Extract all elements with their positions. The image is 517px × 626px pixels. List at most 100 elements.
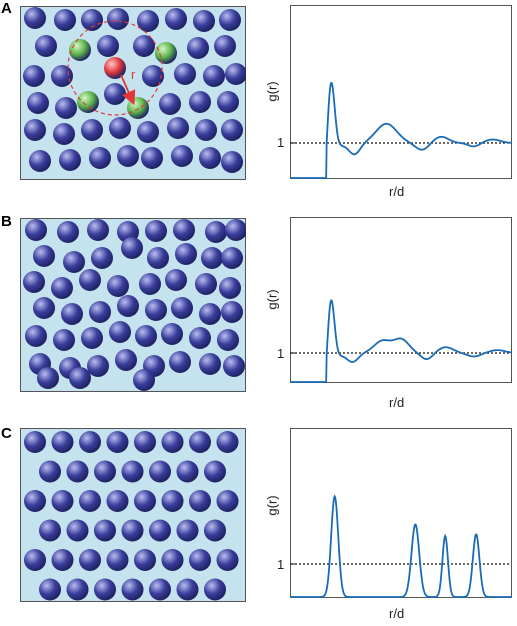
particle bbox=[189, 91, 211, 113]
particle bbox=[39, 461, 61, 483]
particle bbox=[23, 271, 45, 293]
particle bbox=[189, 490, 211, 512]
particle bbox=[37, 367, 59, 389]
xlabel-c: r/d bbox=[389, 606, 404, 621]
plot-frame bbox=[291, 218, 512, 383]
particle bbox=[177, 520, 199, 542]
particle bbox=[91, 247, 113, 269]
particle bbox=[24, 431, 46, 453]
particle bbox=[149, 520, 171, 542]
particle bbox=[203, 65, 225, 87]
particle bbox=[149, 579, 171, 601]
particle bbox=[199, 147, 221, 169]
particle bbox=[81, 119, 103, 141]
particle bbox=[107, 431, 129, 453]
particle bbox=[109, 321, 131, 343]
panel-letter-b: B bbox=[1, 213, 12, 230]
particle bbox=[24, 7, 46, 29]
particle bbox=[214, 35, 236, 57]
particle bbox=[53, 123, 75, 145]
particle bbox=[199, 303, 221, 325]
particle bbox=[177, 461, 199, 483]
particle-box-a: r bbox=[20, 6, 246, 180]
plot-frame bbox=[291, 429, 512, 598]
particle bbox=[117, 145, 139, 167]
particle bbox=[63, 251, 85, 273]
neighbor-particle bbox=[77, 91, 99, 113]
particle bbox=[69, 367, 91, 389]
particle bbox=[193, 10, 215, 32]
distance-label: r bbox=[131, 67, 136, 82]
particle bbox=[221, 301, 243, 323]
reference-particle bbox=[104, 57, 126, 79]
particle bbox=[79, 549, 101, 571]
particle bbox=[162, 490, 184, 512]
particle bbox=[67, 520, 89, 542]
particle bbox=[159, 93, 181, 115]
particle bbox=[52, 490, 74, 512]
particle bbox=[122, 461, 144, 483]
particle bbox=[109, 117, 131, 139]
particle bbox=[177, 579, 199, 601]
particle bbox=[54, 9, 76, 31]
particle bbox=[67, 461, 89, 483]
panel-letter-a: A bbox=[1, 0, 12, 17]
particle bbox=[87, 219, 109, 241]
particle bbox=[217, 329, 239, 351]
tick-label-1-c: 1 bbox=[277, 557, 284, 572]
particle bbox=[195, 273, 217, 295]
particle bbox=[122, 579, 144, 601]
particle bbox=[117, 295, 139, 317]
particle bbox=[142, 65, 164, 87]
particle bbox=[39, 579, 61, 601]
particle bbox=[81, 327, 103, 349]
particle bbox=[94, 579, 116, 601]
particle bbox=[134, 549, 156, 571]
particle bbox=[67, 579, 89, 601]
particle bbox=[204, 579, 226, 601]
particle bbox=[87, 355, 109, 377]
particle bbox=[107, 8, 129, 30]
particle bbox=[53, 329, 75, 351]
particle bbox=[217, 549, 239, 571]
particle bbox=[25, 325, 47, 347]
particle-box-b bbox=[20, 218, 246, 392]
particle bbox=[94, 520, 116, 542]
particle bbox=[135, 325, 157, 347]
ylabel-c: g(r) bbox=[265, 495, 280, 515]
particle bbox=[33, 297, 55, 319]
particle bbox=[122, 520, 144, 542]
particle bbox=[24, 549, 46, 571]
particle bbox=[25, 219, 47, 241]
particle bbox=[35, 35, 57, 57]
panel-letter-c: C bbox=[1, 425, 12, 442]
particle bbox=[134, 490, 156, 512]
particle bbox=[195, 119, 217, 141]
plot-frame bbox=[291, 6, 512, 179]
particle bbox=[55, 97, 77, 119]
particle bbox=[204, 520, 226, 542]
particle bbox=[162, 549, 184, 571]
particle bbox=[205, 221, 227, 243]
particle bbox=[94, 461, 116, 483]
particle bbox=[223, 355, 245, 377]
particle bbox=[162, 431, 184, 453]
particle bbox=[51, 277, 73, 299]
particle-box-c bbox=[20, 428, 246, 602]
particle bbox=[189, 327, 211, 349]
particle bbox=[189, 549, 211, 571]
particle bbox=[137, 121, 159, 143]
particle bbox=[27, 92, 49, 114]
particle bbox=[225, 63, 246, 85]
particle bbox=[167, 117, 189, 139]
particle bbox=[199, 353, 221, 375]
particle bbox=[79, 490, 101, 512]
particle bbox=[33, 245, 55, 267]
particle bbox=[219, 277, 241, 299]
particle bbox=[217, 490, 239, 512]
particle bbox=[217, 91, 239, 113]
neighbor-particle bbox=[69, 39, 91, 61]
particle bbox=[187, 37, 209, 59]
particle bbox=[107, 275, 129, 297]
particle bbox=[115, 349, 137, 371]
